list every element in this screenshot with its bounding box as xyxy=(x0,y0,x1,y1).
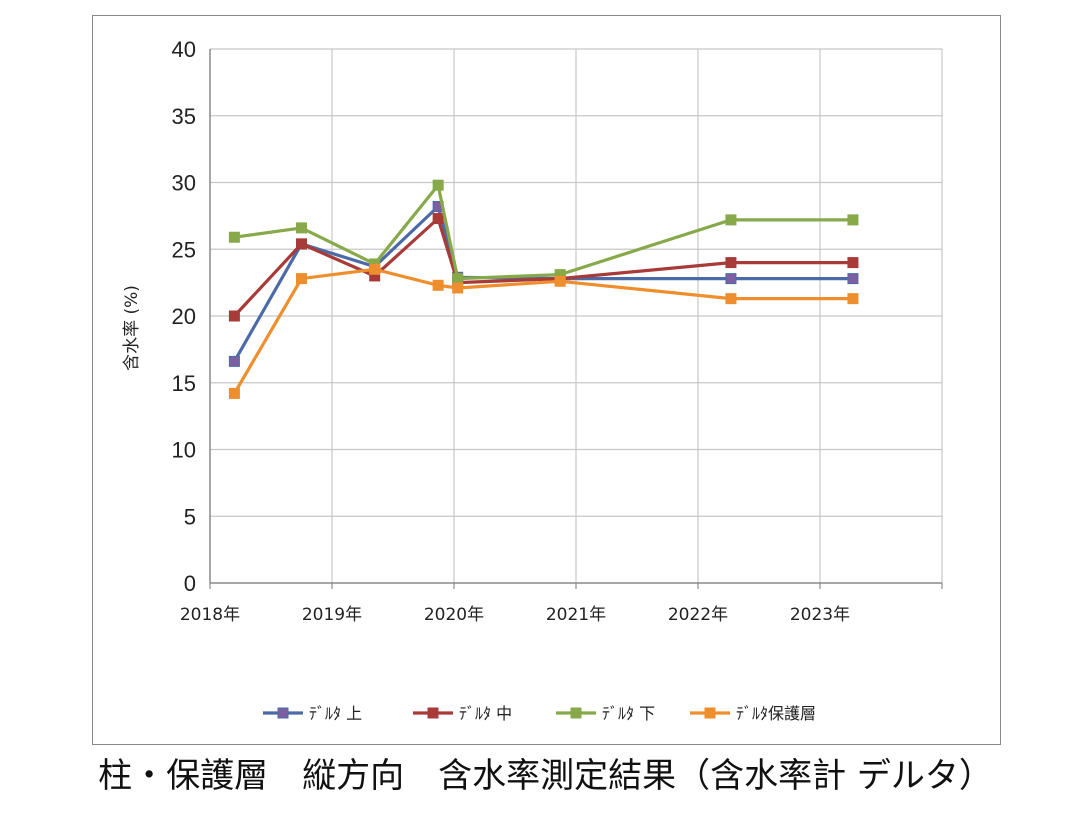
y-tick-label: 25 xyxy=(172,237,196,262)
x-tick-label: 2020年 xyxy=(424,605,484,625)
y-axis-title: 含水率 (%) xyxy=(122,285,142,371)
chart-frame: 0 5 10 15 20 25 30 35 40 2018年 2019年 2020年 2021年 2022… xyxy=(92,15,1001,745)
data-point-3 xyxy=(296,222,307,234)
series-line-2 xyxy=(233,216,853,318)
data-point-2 xyxy=(847,257,859,269)
line-chart: 0 5 10 15 20 25 30 35 40 2018年 2019年 2020年 2021年 2022… xyxy=(122,37,943,723)
y-tick-label: 40 xyxy=(172,37,196,62)
legend-swatch-marker xyxy=(427,707,439,719)
legend-swatch-marker xyxy=(570,707,582,719)
series-line-3 xyxy=(234,183,853,281)
y-tick-label: 35 xyxy=(172,104,196,129)
data-point-4 xyxy=(369,263,381,275)
y-tick-label: 20 xyxy=(172,304,196,329)
data-point-3 xyxy=(432,179,444,191)
data-point-2 xyxy=(432,213,444,225)
data-point-4 xyxy=(432,279,444,291)
x-tick-label: 2018年 xyxy=(180,605,240,625)
legend-swatch-marker xyxy=(704,707,716,719)
data-point-4 xyxy=(554,275,566,287)
y-tick-label: 0 xyxy=(184,571,196,596)
series-lines xyxy=(228,179,859,399)
legend-label: ﾃﾞﾙﾀ 下 xyxy=(602,704,655,723)
data-point-3 xyxy=(847,214,859,226)
legend-label: ﾃﾞﾙﾀ 上 xyxy=(309,704,362,723)
figure-caption: 柱・保護層 縦方向 含水率測定結果（含水率計 デルタ） xyxy=(98,756,993,796)
series-line-4 xyxy=(233,267,853,395)
legend-label: ﾃﾞﾙﾀ 中 xyxy=(459,704,512,723)
data-point-3 xyxy=(452,273,464,285)
data-point-1 xyxy=(847,273,859,285)
axes: 0 5 10 15 20 25 30 35 40 2018年 2019年 2020年 2021年 2022… xyxy=(172,37,943,625)
legend: ﾃﾞﾙﾀ 上 ﾃﾞﾙﾀ 中 ﾃﾞﾙﾀ 下 ﾃﾞﾙﾀ保護層 xyxy=(263,704,816,723)
data-point-2 xyxy=(228,310,240,322)
data-point-4 xyxy=(725,293,737,305)
y-tick-label: 10 xyxy=(172,438,196,463)
x-tick-label: 2022年 xyxy=(668,605,728,625)
data-point-1 xyxy=(725,273,737,285)
y-tick-label: 30 xyxy=(172,171,196,196)
y-tick-label: 5 xyxy=(184,504,196,529)
x-tick-label: 2019年 xyxy=(302,605,362,625)
data-point-3 xyxy=(228,231,240,243)
data-point-4 xyxy=(296,273,307,285)
data-point-4 xyxy=(847,293,859,305)
x-tick-label: 2023年 xyxy=(790,605,850,625)
data-point-2 xyxy=(725,257,737,269)
data-point-2 xyxy=(296,238,307,250)
data-point-1 xyxy=(228,355,240,367)
data-point-4 xyxy=(228,387,240,399)
legend-swatch-marker xyxy=(277,707,289,719)
data-point-3 xyxy=(725,214,737,226)
grid-lines xyxy=(210,48,943,583)
y-tick-label: 15 xyxy=(172,371,196,396)
data-point-4 xyxy=(452,282,464,294)
x-tick-label: 2021年 xyxy=(546,605,606,625)
legend-label: ﾃﾞﾙﾀ保護層 xyxy=(736,704,816,723)
